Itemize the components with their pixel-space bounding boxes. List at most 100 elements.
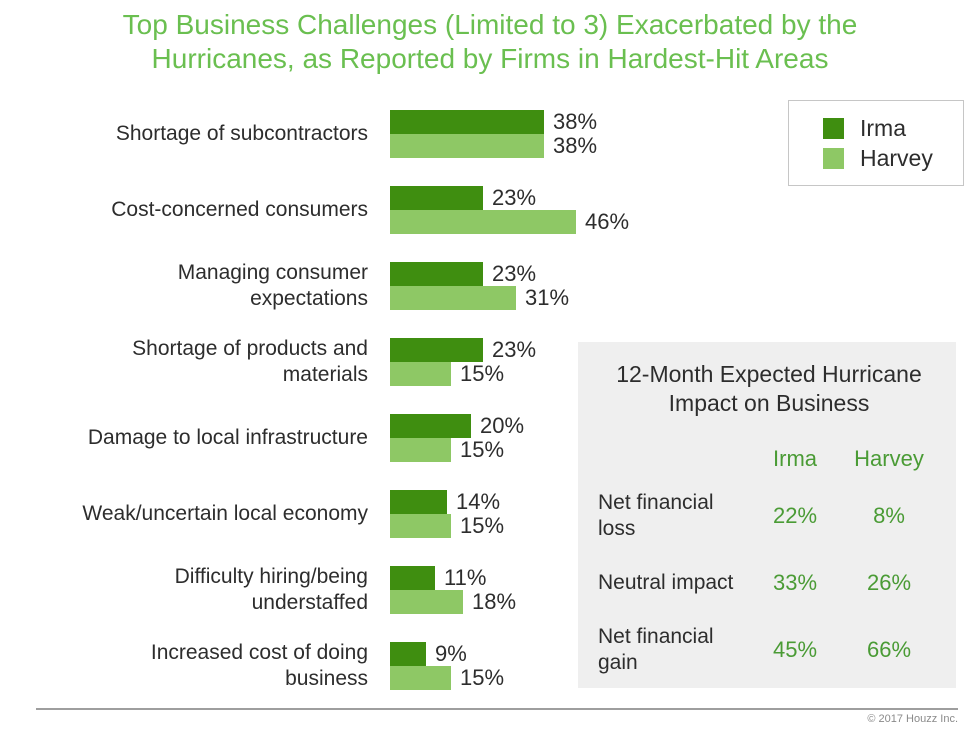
impact-table-panel: 12-Month Expected Hurricane Impact on Bu… [578, 342, 956, 688]
bar-group: Damage to local infrastructure 20% 15% [28, 400, 668, 476]
impact-row-label: Neutral impact [598, 571, 734, 594]
bar-pair: 20% 15% [390, 413, 525, 462]
bar-line-harvey: 15% [390, 665, 505, 690]
bar-group: Shortage of products and materials 23% 15% [28, 324, 668, 400]
copyright-text: © 2017 Houzz Inc. [867, 713, 958, 725]
bar-value-label: 46% [585, 209, 630, 234]
bar-chart: Shortage of subcontractors 38% 38% Cost-con… [28, 96, 668, 704]
category-label: Increased cost of doing business [150, 641, 368, 690]
category-label: Cost-concerned consumers [111, 198, 368, 221]
impact-value-harvey: 26% [866, 570, 912, 595]
bar-value-label: 31% [525, 285, 570, 310]
bar-group: Difficulty hiring/being understaffed 11% 1… [28, 552, 668, 628]
bar-group: Weak/uncertain local economy 14% 15% [28, 476, 668, 552]
bar-line-harvey: 15% [390, 361, 536, 386]
impact-value-irma: 22% [772, 503, 818, 528]
bar-irma [390, 338, 483, 362]
bar-value-label: 15% [460, 665, 505, 690]
bar-line-irma: 20% [390, 413, 525, 438]
bar-value-label: 18% [472, 589, 517, 614]
bar-value-label: 38% [553, 109, 598, 134]
bar-pair: 38% 38% [390, 109, 598, 158]
bar-harvey [390, 514, 451, 538]
bar-value-label: 14% [456, 489, 501, 514]
category-label: Damage to local infrastructure [87, 426, 368, 449]
bar-line-irma: 38% [390, 109, 598, 134]
bar-line-irma: 11% [390, 565, 516, 590]
bar-pair: 14% 15% [390, 489, 505, 538]
bar-line-irma: 23% [390, 337, 537, 362]
bar-line-irma: 14% [390, 489, 504, 514]
bar-irma [390, 642, 426, 666]
impact-table-header-row: Irma Harvey [598, 444, 940, 474]
category-label: Difficulty hiring/being understaffed [174, 565, 368, 614]
legend-swatch-harvey [823, 147, 844, 169]
bar-group: Managing consumer expectations 23% 31% [28, 248, 668, 324]
impact-row-label: Net financial loss [598, 491, 714, 540]
bar-irma [390, 414, 471, 438]
bar-irma [390, 186, 483, 210]
impact-table-title: 12-Month Expected Hurricane Impact on Bu… [616, 361, 922, 416]
impact-table-col-harvey: Harvey [854, 446, 924, 471]
bar-line-harvey: 18% [390, 589, 517, 614]
bar-group: Increased cost of doing business 9% 15% [28, 628, 668, 704]
bar-value-label: 23% [492, 337, 537, 362]
bar-line-harvey: 15% [390, 437, 524, 462]
bar-pair: 23% 15% [390, 337, 537, 386]
category-label: Managing consumer expectations [177, 261, 368, 310]
category-label: Weak/uncertain local economy [82, 502, 368, 525]
impact-value-harvey: 8% [873, 503, 905, 528]
category-label: Shortage of products and materials [132, 337, 368, 386]
bar-harvey [390, 286, 516, 310]
legend: Irma Harvey [788, 100, 964, 186]
bar-line-irma: 9% [390, 641, 504, 666]
bar-line-harvey: 31% [390, 285, 570, 310]
impact-row-label: Net financial gain [598, 625, 714, 674]
legend-label: Irma [860, 114, 906, 141]
bar-value-label: 9% [435, 641, 467, 666]
category-label: Shortage of subcontractors [115, 122, 368, 145]
bar-harvey [390, 210, 576, 234]
bar-line-irma: 23% [390, 261, 569, 286]
bar-line-harvey: 15% [390, 513, 505, 538]
legend-item-harvey: Harvey [823, 143, 963, 173]
bar-value-label: 23% [492, 185, 537, 210]
bar-value-label: 15% [460, 361, 505, 386]
bar-value-label: 15% [460, 513, 505, 538]
bar-group: Cost-concerned consumers 23% 46% [28, 172, 668, 248]
bar-irma [390, 262, 483, 286]
impact-value-harvey: 66% [866, 637, 912, 662]
bar-line-irma: 23% [390, 185, 629, 210]
legend-label: Harvey [860, 144, 933, 171]
bar-pair: 9% 15% [390, 641, 505, 690]
impact-value-irma: 33% [772, 570, 818, 595]
bar-value-label: 20% [480, 413, 525, 438]
bar-irma [390, 566, 435, 590]
bar-value-label: 11% [444, 565, 487, 590]
bar-harvey [390, 134, 544, 158]
bar-value-label: 23% [492, 261, 537, 286]
bar-pair: 23% 31% [390, 261, 570, 310]
bar-value-label: 15% [460, 437, 505, 462]
bar-irma [390, 110, 544, 134]
impact-table: Irma Harvey Net financial loss 22% 8% Neutral… [598, 444, 940, 676]
bar-line-harvey: 46% [390, 209, 630, 234]
bar-harvey [390, 666, 451, 690]
bar-line-harvey: 38% [390, 133, 598, 158]
bar-pair: 23% 46% [390, 185, 630, 234]
bar-value-label: 38% [553, 133, 598, 158]
impact-table-row: Neutral impact 33% 26% [598, 558, 940, 608]
legend-swatch-irma [823, 117, 844, 139]
bar-harvey [390, 438, 451, 462]
bar-group: Shortage of subcontractors 38% 38% [28, 96, 668, 172]
bar-irma [390, 490, 447, 514]
legend-item-irma: Irma [823, 113, 963, 143]
bar-pair: 11% 18% [390, 565, 517, 614]
impact-table-col-irma: Irma [773, 446, 817, 471]
impact-table-row: Net financial gain 45% 66% [598, 624, 940, 676]
bar-harvey [390, 590, 463, 614]
impact-table-row: Net financial loss 22% 8% [598, 490, 940, 542]
footer-divider [36, 708, 958, 710]
bar-harvey [390, 362, 451, 386]
